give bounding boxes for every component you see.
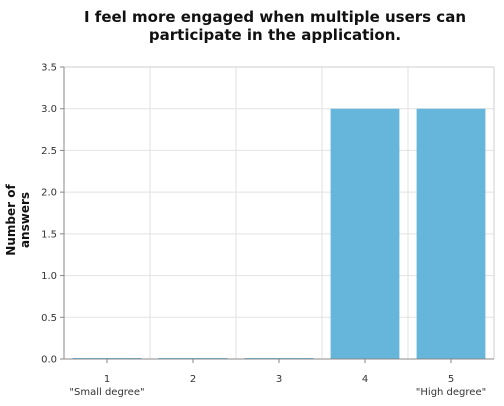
x-tick-label-5: 5 bbox=[448, 374, 454, 385]
x-tick-label-1: 1 bbox=[104, 374, 110, 385]
y-tick-label: 0.5 bbox=[41, 313, 57, 324]
y-tick-label: 3.5 bbox=[41, 63, 57, 74]
bar-5 bbox=[416, 108, 486, 359]
y-tick-label: 1.5 bbox=[41, 229, 57, 240]
y-tick-label: 1.0 bbox=[41, 271, 57, 282]
chart-title: I feel more engaged when multiple users … bbox=[83, 8, 467, 44]
x-tick-label-3: 3 bbox=[276, 374, 282, 385]
y-tick-label: 3.0 bbox=[41, 104, 57, 115]
x-tick-label-2: 2 bbox=[190, 374, 196, 385]
y-tick-label: 2.0 bbox=[41, 188, 57, 199]
x-tick-sublabel: "Small degree" bbox=[69, 387, 144, 398]
y-tick-label: 0.0 bbox=[41, 355, 57, 366]
bar-4 bbox=[330, 108, 400, 359]
x-tick-sublabel: "High degree" bbox=[416, 387, 486, 398]
y-tick-label: 2.5 bbox=[41, 146, 57, 157]
x-tick-label-4: 4 bbox=[362, 374, 368, 385]
